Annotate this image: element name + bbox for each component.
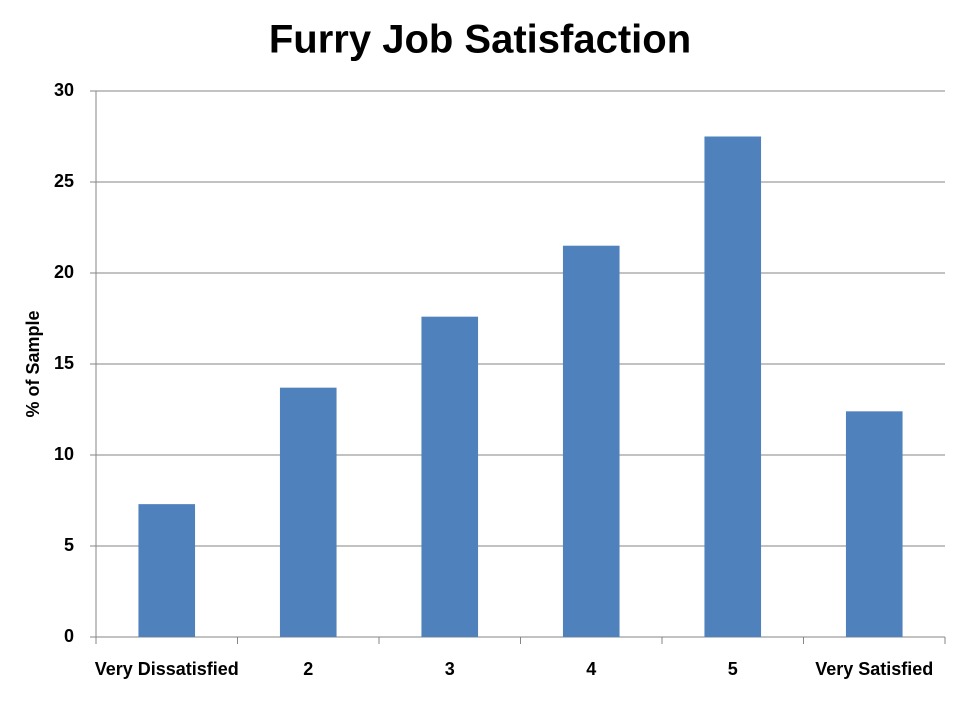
y-tick-label: 20 [54,262,74,282]
y-axis-title: % of Sample [23,310,43,417]
bar [138,504,196,637]
bar [421,316,479,637]
bar [279,387,337,637]
y-tick-label: 15 [54,353,74,373]
y-tick-label: 30 [54,80,74,100]
y-tick-label: 25 [54,171,74,191]
y-tick-label: 0 [64,626,74,646]
x-tick-label: Very Dissatisfied [94,659,239,679]
bar [704,136,762,637]
x-tick-label: 4 [586,659,597,679]
x-tick-label: 5 [727,659,738,679]
chart-title: Furry Job Satisfaction [269,18,691,62]
bar [562,245,620,637]
y-tick-label: 10 [54,444,74,464]
x-tick-label: Very Satisfied [815,659,934,679]
x-tick-label: 3 [444,659,455,679]
x-tick-label: 2 [303,659,314,679]
bar [845,411,903,637]
y-tick-label: 5 [64,535,74,555]
